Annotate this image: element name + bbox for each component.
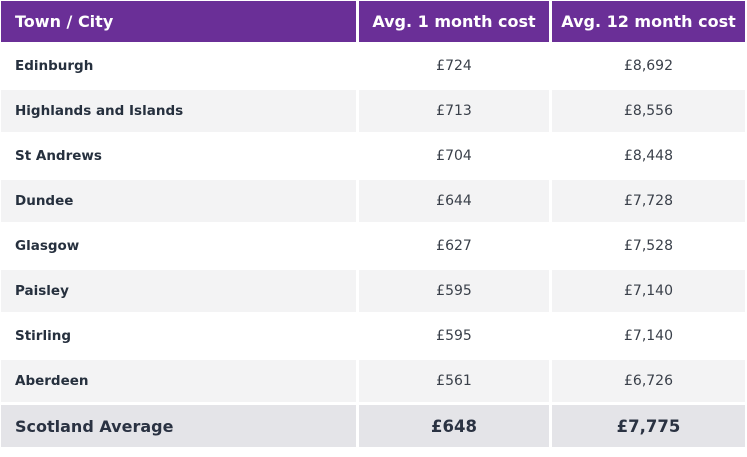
month12-cell: £6,726 <box>552 360 745 402</box>
table-row: St Andrews £704 £8,448 <box>1 135 745 177</box>
town-cell: Stirling <box>1 315 356 357</box>
month1-cell: £627 <box>359 225 549 267</box>
month1-cell: £644 <box>359 180 549 222</box>
total-month1-cell: £648 <box>359 405 549 447</box>
town-cell: Highlands and Islands <box>1 90 356 132</box>
month12-cell: £7,728 <box>552 180 745 222</box>
month12-cell: £8,556 <box>552 90 745 132</box>
town-cell: St Andrews <box>1 135 356 177</box>
town-cell: Dundee <box>1 180 356 222</box>
month1-cell: £724 <box>359 45 549 87</box>
month12-cell: £8,448 <box>552 135 745 177</box>
total-town-cell: Scotland Average <box>1 405 356 447</box>
town-cell: Aberdeen <box>1 360 356 402</box>
month1-cell: £561 <box>359 360 549 402</box>
table-row: Dundee £644 £7,728 <box>1 180 745 222</box>
month1-cell: £595 <box>359 270 549 312</box>
header-month1: Avg. 1 month cost <box>359 1 549 42</box>
total-month12-cell: £7,775 <box>552 405 745 447</box>
table-header-row: Town / City Avg. 1 month cost Avg. 12 mo… <box>1 1 745 42</box>
month12-cell: £8,692 <box>552 45 745 87</box>
month1-cell: £595 <box>359 315 549 357</box>
table-row: Edinburgh £724 £8,692 <box>1 45 745 87</box>
total-row: Scotland Average £648 £7,775 <box>1 405 745 447</box>
table-row: Highlands and Islands £713 £8,556 <box>1 90 745 132</box>
header-month12: Avg. 12 month cost <box>552 1 745 42</box>
month1-cell: £713 <box>359 90 549 132</box>
table-row: Paisley £595 £7,140 <box>1 270 745 312</box>
month12-cell: £7,140 <box>552 270 745 312</box>
month12-cell: £7,528 <box>552 225 745 267</box>
town-cell: Edinburgh <box>1 45 356 87</box>
table-row: Stirling £595 £7,140 <box>1 315 745 357</box>
table-row: Glasgow £627 £7,528 <box>1 225 745 267</box>
town-cell: Paisley <box>1 270 356 312</box>
table-row: Aberdeen £561 £6,726 <box>1 360 745 402</box>
month12-cell: £7,140 <box>552 315 745 357</box>
town-cell: Glasgow <box>1 225 356 267</box>
month1-cell: £704 <box>359 135 549 177</box>
header-town: Town / City <box>1 1 356 42</box>
